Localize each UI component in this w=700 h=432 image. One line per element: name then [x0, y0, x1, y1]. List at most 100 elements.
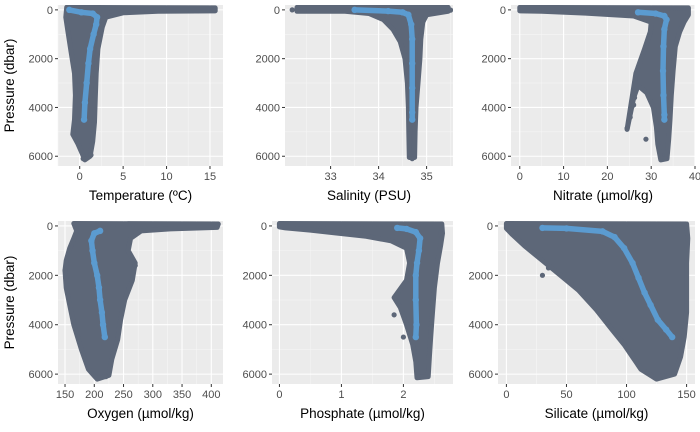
x-axis-title: Salinity (PSU)	[327, 188, 411, 203]
scatter-point	[80, 156, 86, 162]
profile-point	[91, 230, 98, 237]
y-tick-label: 4000	[243, 320, 267, 332]
x-tick-label: 300	[144, 389, 162, 401]
scatter-point	[539, 272, 546, 278]
x-tick-label: 10	[160, 171, 172, 183]
profile-point	[412, 272, 420, 279]
profile-point	[83, 79, 90, 87]
data-layer	[63, 5, 218, 163]
x-tick-label: 33	[324, 171, 336, 183]
scatter-point	[409, 156, 415, 162]
scatter-point	[631, 95, 638, 101]
profile-point	[412, 228, 420, 236]
x-tick-label: 40	[689, 171, 700, 183]
profile-point	[662, 326, 670, 333]
y-tick-label: 4000	[482, 102, 506, 114]
profile-point	[66, 6, 73, 14]
profile-point	[403, 225, 410, 233]
x-tick-label: 30	[645, 171, 657, 183]
profile-point	[351, 6, 358, 14]
scatter-point	[84, 154, 91, 161]
profile-point	[641, 289, 648, 296]
scatter-point	[631, 102, 637, 108]
scatter-point	[103, 373, 109, 380]
panel-6: 0 50 100 150 0 2000 4000 6000 Silicate (µmol/kg)	[469, 221, 696, 421]
profile-point	[663, 16, 670, 23]
data-layer	[289, 5, 453, 162]
x-axis-title: Oxygen (µmol/kg)	[87, 406, 194, 421]
profile-point	[101, 333, 109, 341]
profile-point	[409, 84, 416, 92]
profile-point	[620, 244, 628, 252]
panel-3: 0 10 20 30 40 0 2000 4000 6000 Nitrate (µmol/kg)	[482, 5, 700, 203]
x-tick-label: 0	[276, 389, 282, 401]
scatter-point	[63, 275, 69, 281]
y-tick-label: 2000	[482, 54, 506, 66]
y-tick-label: 4000	[29, 102, 53, 114]
profile-point	[78, 9, 85, 16]
scatter-cloud	[63, 5, 218, 163]
y-tick-label: 2000	[29, 54, 53, 66]
profile-point	[413, 259, 421, 267]
y-tick-label: 2000	[29, 270, 53, 282]
profile-point	[413, 321, 420, 328]
profile-point	[409, 109, 416, 116]
x-tick-label: 20	[601, 171, 613, 183]
x-tick-label: 200	[85, 389, 103, 401]
profile-point	[408, 21, 415, 28]
scatter-point	[662, 156, 668, 162]
scatter-point	[62, 267, 68, 273]
x-axis-title: Phosphate (µmol/kg)	[300, 406, 425, 421]
x-tick-label: 15	[204, 171, 216, 183]
y-tick-label: 6000	[469, 369, 493, 381]
x-tick-label: 34	[372, 171, 384, 183]
x-tick-label: 0	[503, 389, 509, 401]
x-tick-label: 10	[557, 171, 569, 183]
profile-point	[647, 301, 654, 309]
profile-point	[659, 67, 667, 75]
y-tick-label: 0	[487, 221, 493, 233]
scatter-point	[545, 265, 552, 271]
profile-point	[93, 21, 100, 28]
profile-point	[629, 259, 636, 267]
profile-point	[94, 272, 101, 279]
scatter-point	[132, 262, 138, 269]
scatter-point	[627, 114, 633, 120]
profile-point	[90, 31, 97, 38]
profile-point	[88, 237, 95, 244]
profile-point	[81, 99, 89, 106]
data-layer	[503, 221, 691, 382]
y-tick-label: 6000	[29, 151, 53, 163]
profile-point	[85, 60, 92, 67]
profile-point	[80, 116, 88, 123]
profile-point	[611, 233, 618, 241]
profile-point	[415, 247, 423, 254]
profile-point	[96, 227, 104, 235]
profile-line	[351, 7, 415, 123]
profile-point	[661, 26, 668, 33]
scatter-point	[289, 7, 295, 13]
panel-5: 0 1 2 0 2000 4000 6000 Phosphate (µmol/kg)	[243, 221, 453, 421]
profile-point	[539, 224, 546, 232]
profile-point	[412, 296, 420, 304]
y-tick-label: 0	[500, 5, 506, 17]
profile-point	[661, 111, 668, 118]
profile-point	[635, 274, 642, 282]
y-tick-label: 6000	[256, 151, 280, 163]
scatter-cloud	[517, 5, 691, 163]
profile-point	[563, 225, 570, 232]
profile-point	[652, 10, 659, 17]
y-tick-label: 2000	[256, 54, 280, 66]
scatter-point	[438, 230, 444, 236]
scatter-point	[624, 125, 630, 131]
x-tick-label: 1	[338, 389, 344, 401]
scatter-cloud	[276, 221, 445, 381]
profile-point	[660, 43, 667, 50]
x-tick-label: 150	[677, 389, 695, 401]
profile-point	[416, 235, 424, 242]
profile-point	[405, 11, 412, 18]
profile-point	[89, 247, 96, 254]
y-tick-label: 6000	[29, 369, 53, 381]
